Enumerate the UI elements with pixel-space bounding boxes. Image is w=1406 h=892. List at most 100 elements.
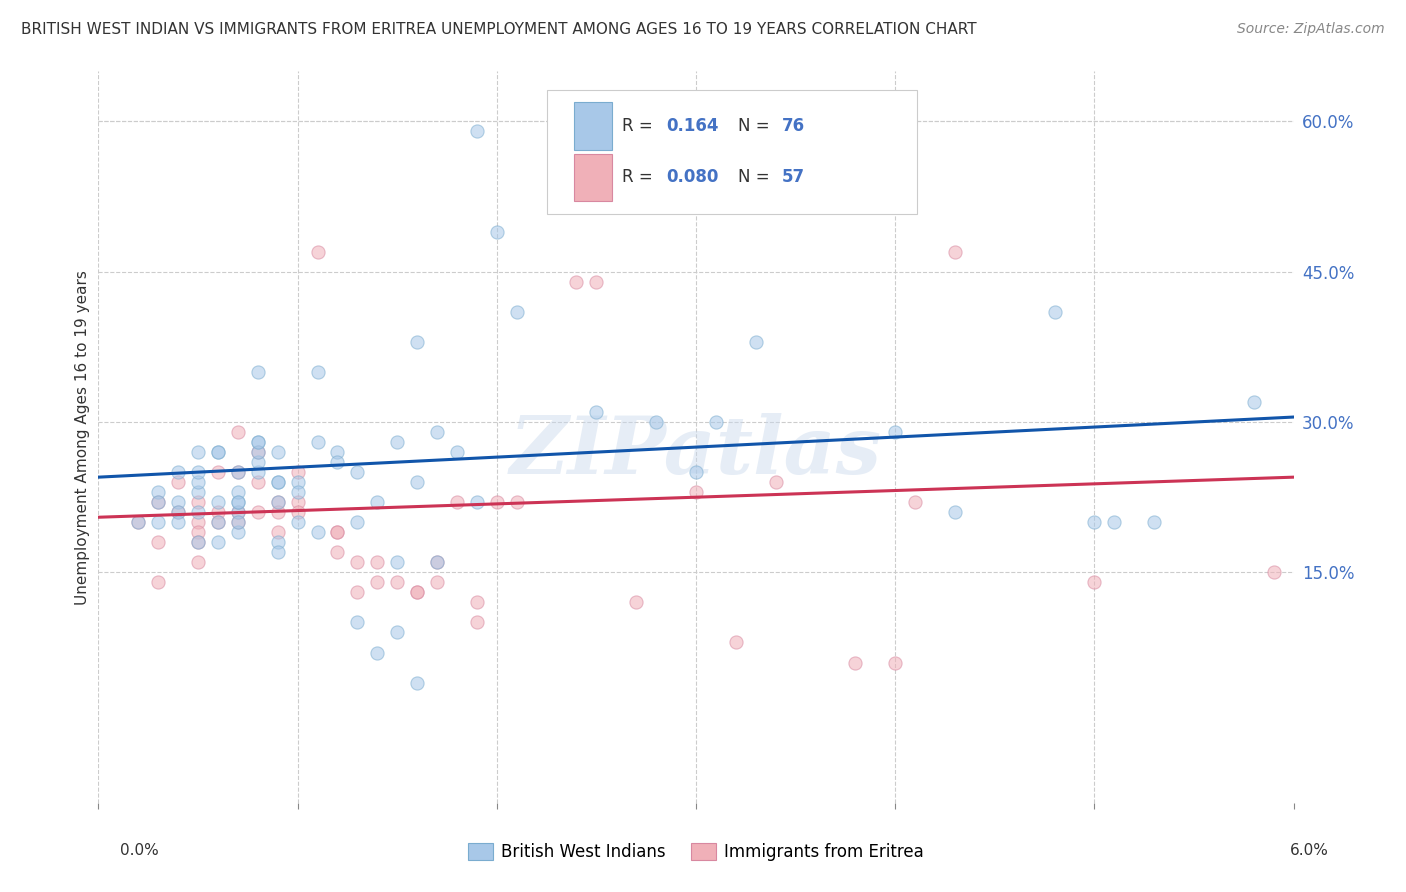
Point xyxy=(187,465,209,479)
Point xyxy=(366,646,388,660)
Point xyxy=(246,365,269,379)
Point xyxy=(485,495,508,509)
Text: Source: ZipAtlas.com: Source: ZipAtlas.com xyxy=(1237,22,1385,37)
Point xyxy=(207,505,229,519)
Point xyxy=(465,124,488,138)
Point xyxy=(267,495,290,509)
Point xyxy=(226,505,249,519)
Text: 76: 76 xyxy=(782,117,806,136)
Point xyxy=(465,495,488,509)
Legend: British West Indians, Immigrants from Eritrea: British West Indians, Immigrants from Er… xyxy=(461,836,931,868)
Point xyxy=(148,515,170,529)
Point xyxy=(1263,566,1285,580)
Point xyxy=(226,525,249,540)
Point xyxy=(226,465,249,479)
Point xyxy=(307,244,329,259)
Point xyxy=(226,465,249,479)
Point xyxy=(346,515,368,529)
Point xyxy=(287,495,309,509)
Point xyxy=(167,515,190,529)
Point xyxy=(446,495,468,509)
Point xyxy=(207,515,229,529)
Point xyxy=(346,555,368,569)
Point xyxy=(426,575,449,590)
Point xyxy=(765,475,787,490)
Text: R =: R = xyxy=(621,117,658,136)
Point xyxy=(207,495,229,509)
Point xyxy=(406,475,429,490)
Point xyxy=(287,475,309,490)
Point xyxy=(167,505,190,519)
Point xyxy=(287,465,309,479)
Point xyxy=(207,465,229,479)
Point xyxy=(385,575,409,590)
Point xyxy=(385,555,409,569)
Point xyxy=(187,485,209,500)
Point xyxy=(226,515,249,529)
Point xyxy=(1143,515,1166,529)
Point xyxy=(465,615,488,630)
Point xyxy=(724,635,747,649)
Text: N =: N = xyxy=(738,169,775,186)
Text: 0.080: 0.080 xyxy=(666,169,718,186)
Point xyxy=(685,485,707,500)
Point xyxy=(226,495,249,509)
Point xyxy=(1243,395,1265,409)
Point xyxy=(904,495,927,509)
Point xyxy=(187,535,209,549)
Point xyxy=(1083,575,1105,590)
Point xyxy=(226,515,249,529)
Point xyxy=(226,485,249,500)
Point xyxy=(426,555,449,569)
Point xyxy=(267,545,290,559)
Point xyxy=(267,475,290,490)
Point xyxy=(585,275,607,289)
Point xyxy=(127,515,149,529)
Point xyxy=(326,525,349,540)
Point xyxy=(366,575,388,590)
Text: ZIPatlas: ZIPatlas xyxy=(510,413,882,491)
Point xyxy=(187,495,209,509)
Point xyxy=(943,244,966,259)
Point xyxy=(148,575,170,590)
Point xyxy=(187,525,209,540)
Point xyxy=(326,445,349,459)
Point xyxy=(346,585,368,599)
Point xyxy=(426,555,449,569)
FancyBboxPatch shape xyxy=(574,103,613,150)
Point xyxy=(506,305,529,319)
Point xyxy=(148,495,170,509)
Point xyxy=(246,435,269,450)
Point xyxy=(267,445,290,459)
Text: 0.0%: 0.0% xyxy=(120,843,159,858)
Point xyxy=(246,445,269,459)
Point xyxy=(246,455,269,469)
Point xyxy=(1083,515,1105,529)
Point xyxy=(246,445,269,459)
Point xyxy=(406,334,429,349)
Point xyxy=(307,525,329,540)
Y-axis label: Unemployment Among Ages 16 to 19 years: Unemployment Among Ages 16 to 19 years xyxy=(75,269,90,605)
Text: N =: N = xyxy=(738,117,775,136)
Point xyxy=(884,656,907,670)
Point xyxy=(745,334,768,349)
Text: 0.164: 0.164 xyxy=(666,117,718,136)
Point xyxy=(287,485,309,500)
Point xyxy=(127,515,149,529)
Point xyxy=(267,505,290,519)
Point xyxy=(307,435,329,450)
Point xyxy=(207,445,229,459)
Point xyxy=(704,415,727,429)
Point xyxy=(207,515,229,529)
Point xyxy=(226,495,249,509)
Point xyxy=(287,505,309,519)
Point xyxy=(187,445,209,459)
Point xyxy=(326,525,349,540)
Point xyxy=(148,485,170,500)
Text: BRITISH WEST INDIAN VS IMMIGRANTS FROM ERITREA UNEMPLOYMENT AMONG AGES 16 TO 19 : BRITISH WEST INDIAN VS IMMIGRANTS FROM E… xyxy=(21,22,977,37)
Point xyxy=(366,495,388,509)
Point xyxy=(326,455,349,469)
Point xyxy=(267,495,290,509)
Text: 6.0%: 6.0% xyxy=(1289,843,1329,858)
Point xyxy=(685,465,707,479)
